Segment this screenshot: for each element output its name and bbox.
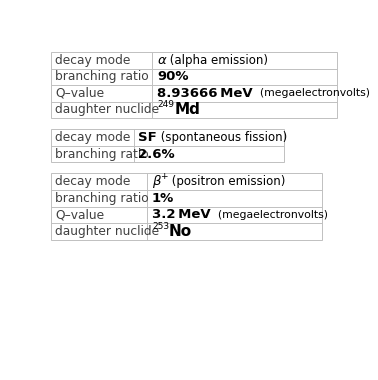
Text: decay mode: decay mode xyxy=(55,131,130,144)
Text: 253: 253 xyxy=(152,222,169,231)
Text: (positron emission): (positron emission) xyxy=(168,175,285,188)
Text: (alpha emission): (alpha emission) xyxy=(166,54,268,67)
Text: branching ratio: branching ratio xyxy=(55,70,149,83)
Text: SF: SF xyxy=(138,131,157,144)
Text: α: α xyxy=(157,54,166,67)
Text: decay mode: decay mode xyxy=(55,175,130,188)
Text: (megaelectronvolts): (megaelectronvolts) xyxy=(211,210,328,220)
Text: +: + xyxy=(160,172,168,181)
Text: 90%: 90% xyxy=(157,70,189,83)
Text: Md: Md xyxy=(174,102,200,117)
Text: β: β xyxy=(152,175,160,188)
Text: branching ratio: branching ratio xyxy=(55,147,149,161)
Text: No: No xyxy=(169,224,192,239)
Text: 2.6%: 2.6% xyxy=(138,147,175,161)
Text: 1%: 1% xyxy=(152,192,174,205)
Text: branching ratio: branching ratio xyxy=(55,192,149,205)
Text: 8.93666 MeV: 8.93666 MeV xyxy=(157,87,253,100)
Bar xyxy=(51,52,337,118)
Bar xyxy=(51,129,284,162)
Text: (megaelectronvolts): (megaelectronvolts) xyxy=(253,89,370,98)
Text: 249: 249 xyxy=(157,100,174,109)
Text: daughter nuclide: daughter nuclide xyxy=(55,225,159,238)
Bar xyxy=(51,173,322,240)
Text: 3.2 MeV: 3.2 MeV xyxy=(152,208,211,221)
Text: Q–value: Q–value xyxy=(55,87,104,100)
Text: Q–value: Q–value xyxy=(55,208,104,221)
Text: (spontaneous fission): (spontaneous fission) xyxy=(157,131,287,144)
Text: decay mode: decay mode xyxy=(55,54,130,67)
Text: daughter nuclide: daughter nuclide xyxy=(55,103,159,116)
